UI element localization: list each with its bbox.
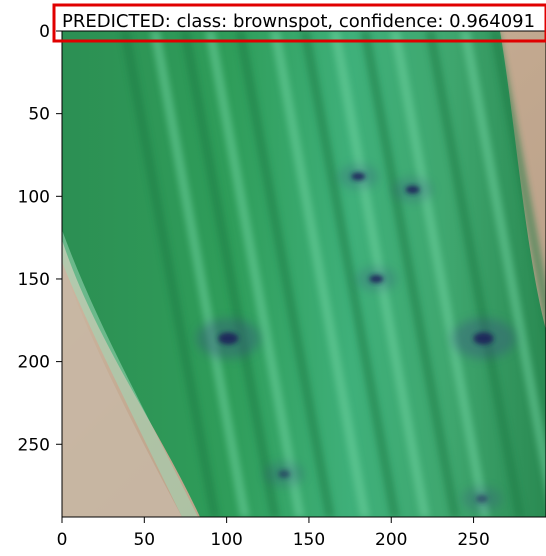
- leaf-streak: [425, 31, 525, 517]
- brownspot-lesion: [278, 470, 291, 479]
- plot-frame: [61, 30, 546, 518]
- brownspot-lesion: [473, 332, 494, 345]
- leaf-streak: [490, 31, 546, 334]
- x-axis: 0 50 100 150 200 250: [57, 517, 490, 550]
- prediction-box-outline: [52, 3, 546, 43]
- x-tick-label: 200: [375, 530, 407, 550]
- y-tick-label: 100: [18, 187, 50, 207]
- leaf-streak: [120, 31, 220, 517]
- x-tick-label: 50: [133, 530, 155, 550]
- x-tick-label: 100: [210, 530, 242, 550]
- brownspot-lesion: [405, 185, 420, 194]
- y-tick-label: 150: [18, 270, 50, 290]
- brownspot-lesion: [369, 274, 384, 283]
- prediction-label: PREDICTED: class: brownspot, confidence:…: [62, 11, 535, 32]
- x-tick-label: 150: [293, 530, 325, 550]
- prediction-box: PREDICTED: class: brownspot, confidence:…: [52, 3, 546, 43]
- leaf-streak: [205, 31, 305, 517]
- leaf-image: [62, 31, 546, 517]
- leaf-streak: [270, 31, 370, 517]
- brownspot-lesion: [475, 494, 488, 503]
- leaf-streak: [180, 31, 280, 517]
- y-axis: 0 50 100 150 200 250: [18, 22, 62, 455]
- leaf-streak: [460, 31, 546, 496]
- brownspot-lesion: [218, 332, 239, 345]
- y-tick-label: 200: [18, 353, 50, 373]
- y-tick-label: 0: [39, 22, 50, 42]
- brownspot-lesion: [351, 172, 366, 181]
- leaf-streak: [150, 31, 250, 517]
- x-tick-label: 250: [457, 530, 489, 550]
- leaf-streak: [390, 31, 490, 517]
- leaf-streak: [235, 31, 335, 517]
- y-tick-label: 50: [28, 105, 50, 125]
- x-tick-label: 0: [57, 530, 68, 550]
- y-tick-label: 250: [18, 435, 50, 455]
- leaf-streak: [300, 31, 400, 517]
- leaf-streak: [360, 31, 460, 517]
